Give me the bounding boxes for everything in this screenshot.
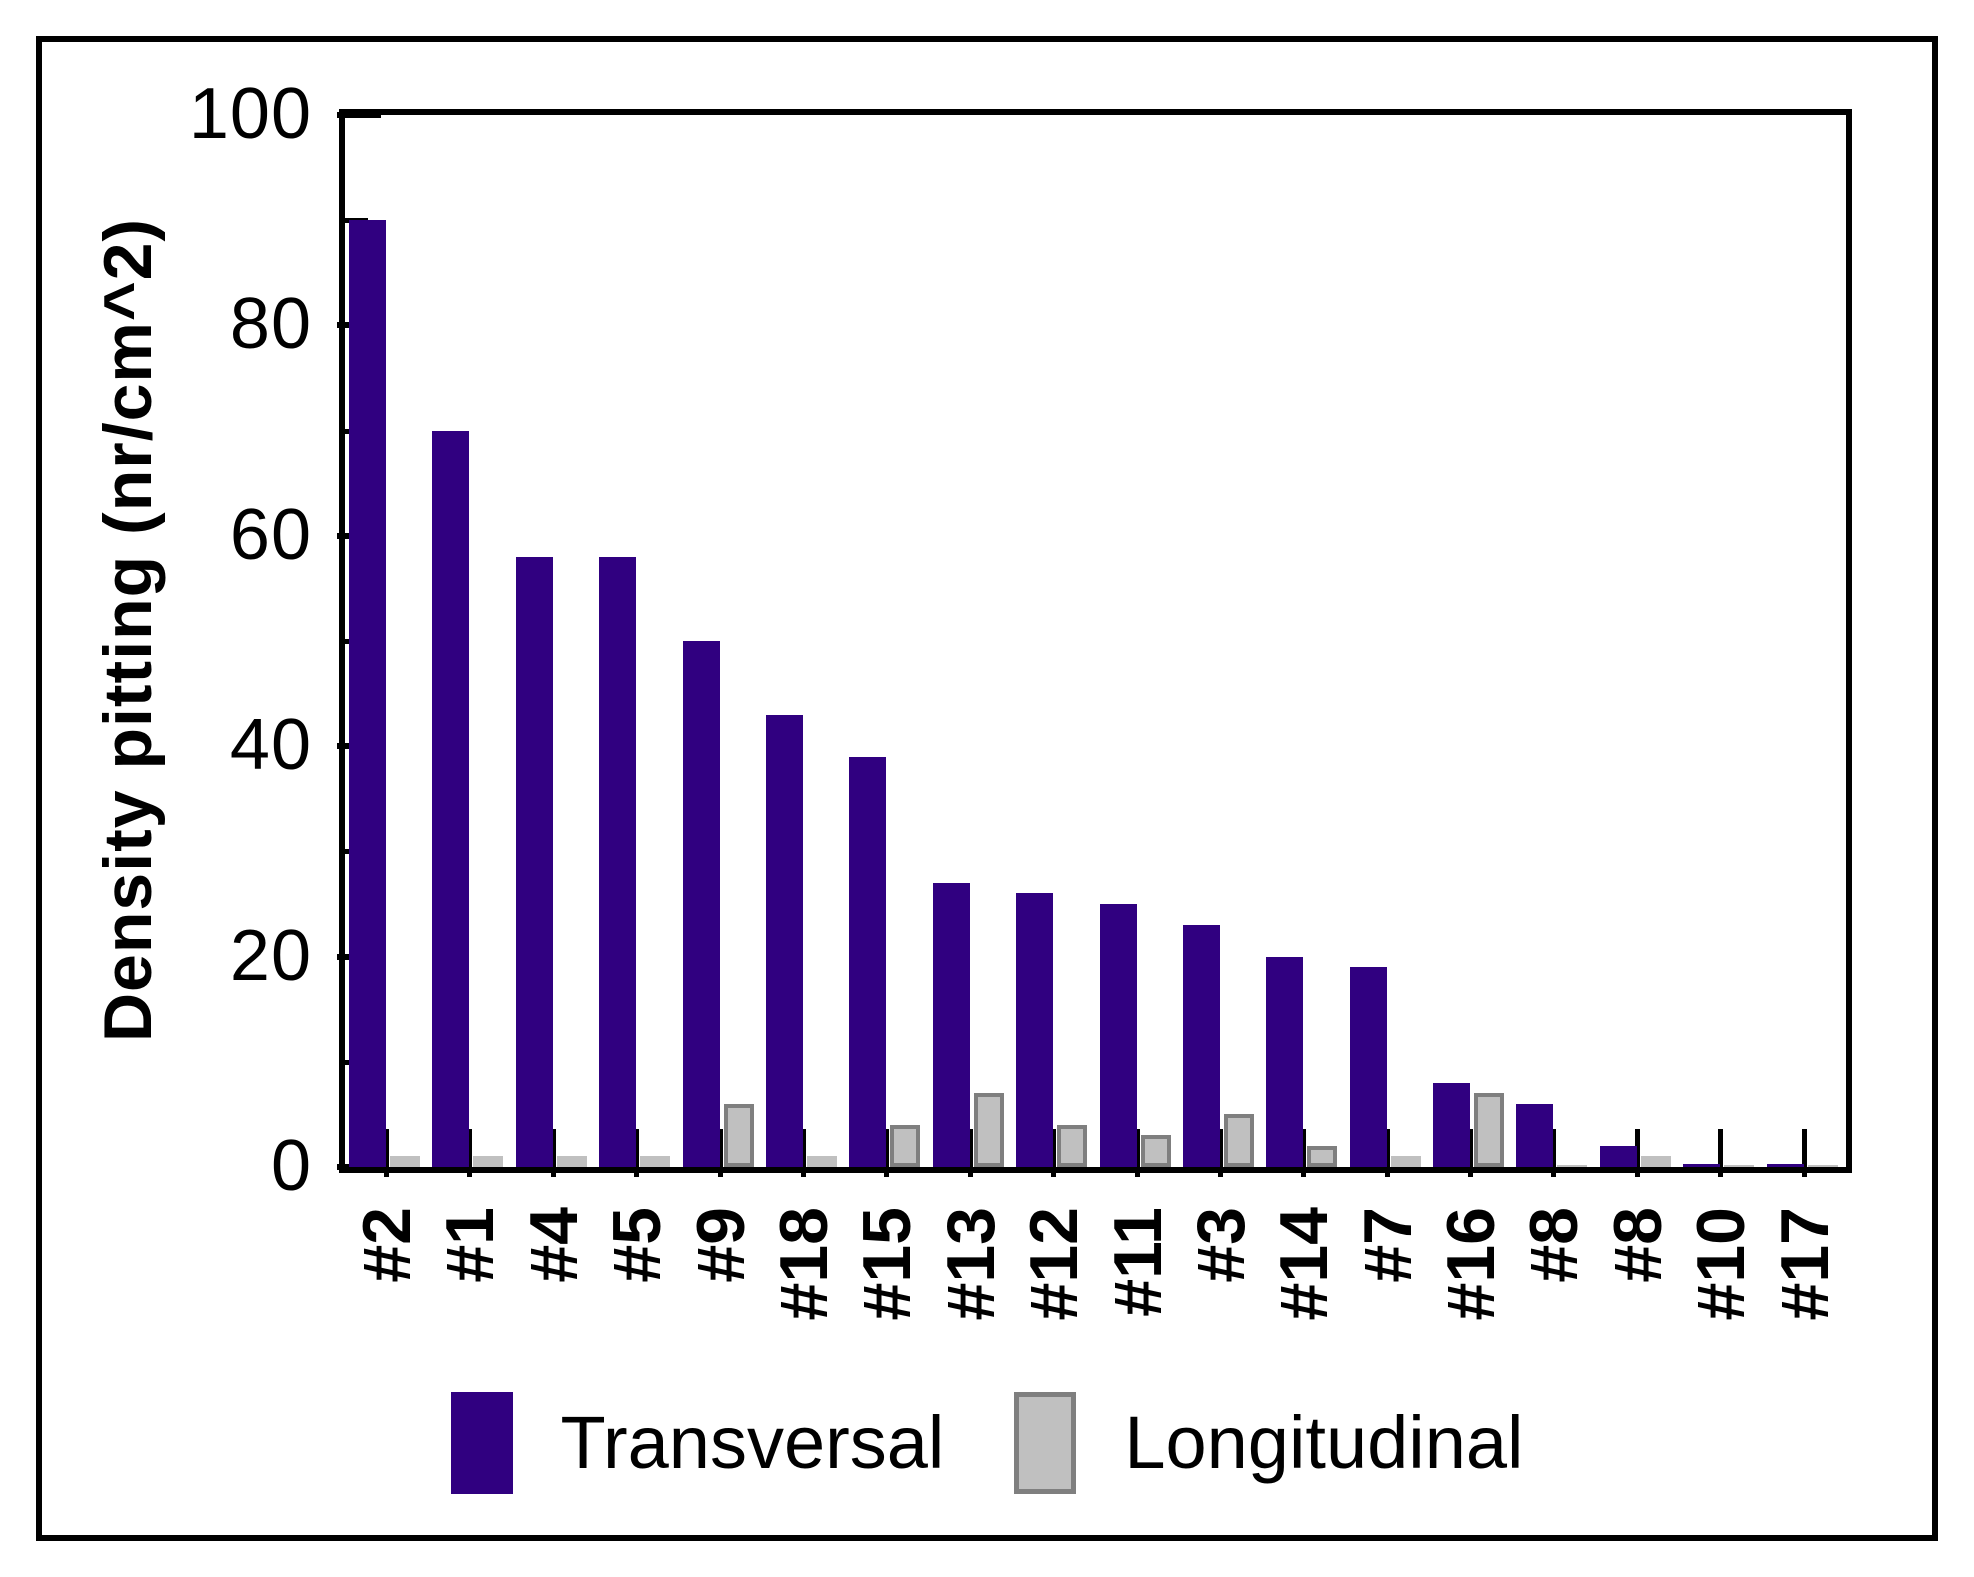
legend-label-longitudinal: Longitudinal [1124,1401,1524,1484]
bar-transversal [682,641,720,1167]
y-axis-major-tick [337,112,381,118]
x-category-label: #3 [1182,1207,1259,1283]
x-category-label: #15 [849,1207,926,1321]
x-category-label: #4 [515,1207,592,1283]
bar-transversal [765,715,803,1167]
bar-transversal [349,220,386,1167]
x-axis-category-tick [1217,1129,1223,1177]
x-category-label: #7 [1349,1207,1426,1283]
x-axis-category-tick [634,1129,640,1177]
bar-transversal [932,883,970,1167]
bar-longitudinal [1140,1135,1171,1167]
x-axis-category-tick [1051,1129,1057,1177]
y-tick-label: 40 [229,705,312,786]
bar-transversal [1516,1104,1554,1167]
bar-longitudinal [390,1156,420,1167]
y-tick-label: 80 [229,284,312,365]
legend: Transversal Longitudinal [0,1388,1974,1498]
bar-longitudinal [1724,1165,1755,1167]
bar-transversal [1433,1083,1471,1167]
bar-longitudinal [1474,1093,1505,1167]
bar-transversal [1599,1146,1637,1167]
bar-transversal [599,557,637,1167]
bar-longitudinal [723,1104,754,1167]
x-category-label: #14 [1266,1207,1343,1321]
x-axis-category-tick [384,1129,389,1177]
x-category-label: #10 [1683,1207,1760,1321]
x-category-label: #8 [1516,1207,1593,1283]
x-axis-category-tick [1634,1129,1640,1177]
x-axis-category-tick [717,1129,723,1177]
x-axis-category-tick [967,1129,973,1177]
bar-transversal [1182,925,1220,1167]
bar-transversal [1266,957,1304,1167]
legend-item-transversal: Transversal [450,1392,945,1494]
x-axis-category-tick [1801,1129,1807,1177]
y-tick-label: 100 [188,74,312,154]
bar-transversal [515,557,553,1167]
legend-swatch-longitudinal [1014,1392,1077,1494]
x-axis-category-tick [467,1129,473,1177]
y-tick-label: 60 [229,494,312,575]
x-axis-category-tick [1301,1129,1307,1177]
legend-swatch-transversal [450,1392,513,1494]
figure-border [36,36,1938,1541]
bar-longitudinal [806,1156,837,1167]
x-axis-category-tick [800,1129,806,1177]
x-category-label: #9 [682,1207,759,1283]
bar-longitudinal [973,1093,1004,1167]
bar-longitudinal [473,1156,504,1167]
bar-transversal [1683,1164,1721,1167]
y-tick-label: 0 [270,1126,312,1206]
x-axis-category-tick [1384,1129,1390,1177]
bar-transversal [1766,1164,1804,1167]
x-axis-category-tick [1134,1129,1140,1177]
plot-area [339,109,1852,1173]
bar-longitudinal [1640,1156,1671,1167]
y-tick-label: 20 [229,915,312,996]
bar-longitudinal [1223,1114,1254,1167]
bar-transversal [1099,904,1137,1167]
bar-longitudinal [890,1125,921,1167]
bar-transversal [432,431,470,1167]
x-category-label: #17 [1766,1207,1843,1321]
x-category-label: #16 [1433,1207,1510,1321]
bar-longitudinal [556,1156,587,1167]
legend-item-longitudinal: Longitudinal [1014,1392,1523,1494]
x-category-label: #5 [599,1207,676,1283]
x-category-label: #8 [1599,1207,1676,1283]
x-category-label: #13 [932,1207,1009,1321]
bar-longitudinal [1807,1165,1838,1167]
bar-longitudinal [640,1156,671,1167]
bar-longitudinal [1557,1165,1588,1167]
x-axis-category-tick [1718,1129,1724,1177]
bar-transversal [1016,893,1054,1167]
bar-transversal [1349,967,1387,1167]
bar-longitudinal [1307,1146,1338,1167]
x-category-label: #18 [765,1207,842,1321]
x-category-label: #1 [432,1207,509,1283]
x-category-label: #12 [1016,1207,1093,1321]
x-axis-category-tick [550,1129,556,1177]
bar-longitudinal [1057,1125,1088,1167]
x-axis-category-tick [1468,1129,1474,1177]
x-category-label: #11 [1099,1207,1176,1317]
bar-longitudinal [1390,1156,1421,1167]
legend-label-transversal: Transversal [560,1401,945,1484]
x-category-label: #2 [349,1207,425,1283]
bar-transversal [849,757,887,1167]
x-axis-category-tick [884,1129,890,1177]
x-axis-category-tick [1551,1129,1557,1177]
y-axis-major-tick [337,1164,381,1170]
